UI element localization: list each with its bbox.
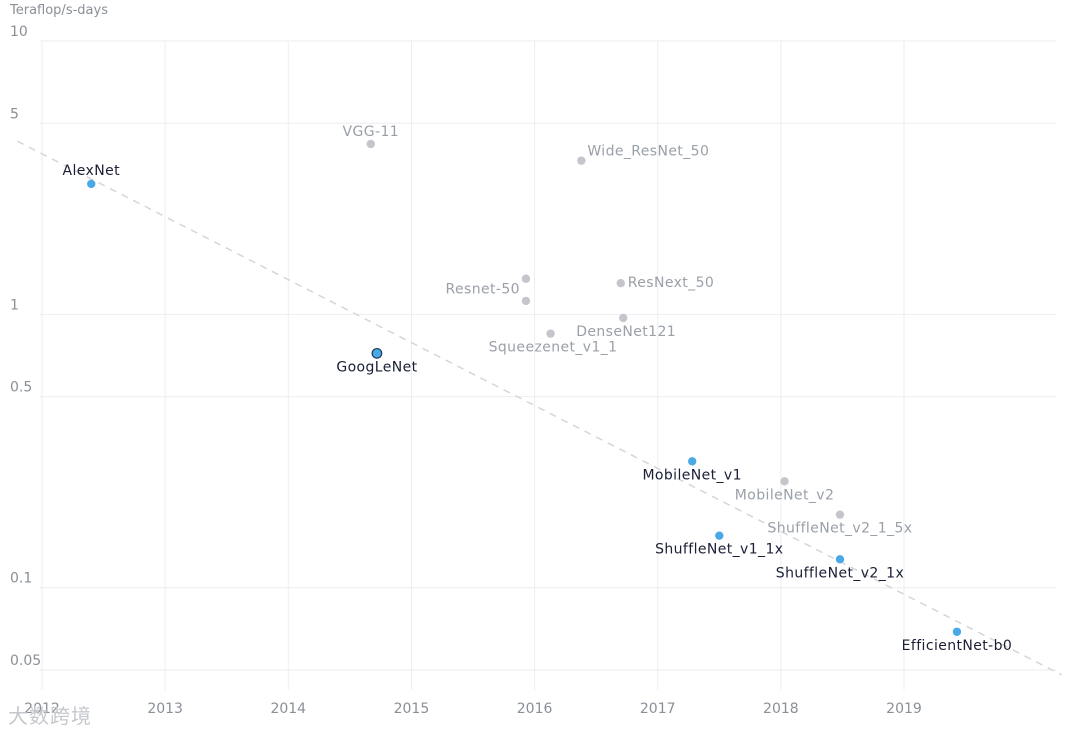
y-tick-label: 0.05 (10, 653, 41, 669)
data-point (521, 296, 531, 306)
data-point (366, 139, 375, 149)
x-tick-label: 2016 (517, 701, 553, 717)
watermark: 大数跨境 (8, 704, 92, 728)
trend-line (17, 140, 1062, 676)
y-axis-title: Teraflop/s-days (10, 3, 108, 18)
data-point (616, 279, 625, 288)
data-point (371, 347, 383, 359)
data-label: Squeezenet_v1_1 (489, 340, 618, 356)
data-label: ResNext_50 (628, 275, 714, 291)
data-label: DenseNet121 (576, 324, 676, 340)
y-tick-label: 10 (10, 24, 28, 40)
data-point (546, 329, 555, 338)
data-point (619, 313, 628, 323)
x-tick-label: 2018 (763, 701, 799, 717)
x-tick-label: 2013 (147, 701, 183, 717)
data-label: GoogLeNet (336, 359, 417, 375)
data-label: AlexNet (63, 163, 121, 179)
data-label: ShuffleNet_v2_1_5x (767, 521, 912, 537)
x-tick-label: 2019 (886, 701, 922, 717)
data-label: EfficientNet-b0 (902, 638, 1013, 654)
data-point (835, 555, 845, 564)
data-label: MobileNet_v1 (642, 467, 742, 483)
data-point (835, 510, 845, 519)
data-label: VGG-11 (343, 124, 400, 140)
y-tick-label: 0.5 (10, 380, 32, 396)
x-tick-label: 2012 (24, 701, 60, 717)
data-point (521, 274, 531, 283)
y-tick-label: 1 (10, 297, 19, 313)
data-point (687, 457, 697, 466)
x-tick-label: 2014 (270, 701, 306, 717)
data-point (577, 156, 586, 165)
y-tick-label: 0.1 (10, 571, 32, 587)
data-label: Resnet-50 (445, 282, 519, 298)
data-point (952, 627, 962, 636)
data-label: Wide_ResNet_50 (587, 144, 709, 160)
data-point (780, 477, 789, 486)
data-label: ShuffleNet_v2_1x (776, 565, 904, 581)
data-point (715, 531, 724, 540)
data-label: MobileNet_v2 (735, 487, 835, 503)
data-point (87, 179, 96, 189)
data-label: ShuffleNet_v1_1x (655, 542, 783, 558)
x-tick-label: 2017 (640, 701, 676, 717)
y-tick-label: 5 (10, 106, 19, 122)
x-tick-label: 2015 (394, 701, 430, 717)
